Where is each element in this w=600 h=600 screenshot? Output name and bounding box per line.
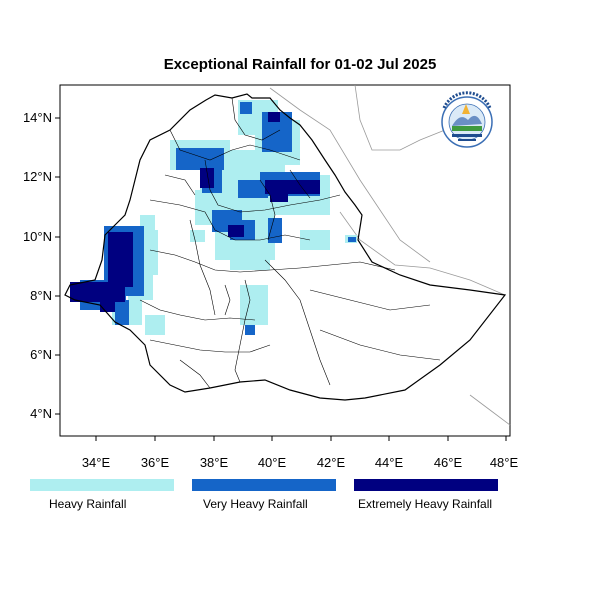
x-tick-label: 48°E [490,455,519,470]
x-tick-label: 34°E [82,455,111,470]
legend-heavy-rainfall-swatch [30,479,174,491]
y-tick-label: 8°N [30,288,52,303]
legend-very-heavy-rainfall-swatch [192,479,336,491]
legend-extremely-heavy-rainfall-swatch [354,479,498,491]
ethiopian-meteorology-institute-logo-icon [441,91,493,148]
extremely-heavy-rainfall-area [70,112,320,312]
y-tick-label: 14°N [23,110,52,125]
x-tick-label: 46°E [434,455,463,470]
legend-very-heavy-rainfall-label: Very Heavy Rainfall [203,497,308,511]
x-tick-label: 44°E [375,455,404,470]
legend-heavy-rainfall-label: Heavy Rainfall [49,497,127,511]
x-tick-label: 36°E [141,455,170,470]
x-tick-label: 38°E [200,455,229,470]
y-tick-label: 6°N [30,347,52,362]
y-tick-label: 10°N [23,229,52,244]
y-tick-label: 12°N [23,169,52,184]
axis-ticks [55,117,507,441]
rainfall-cells [70,100,357,335]
map-title: Exceptional Rainfall for 01-02 Jul 2025 [163,56,437,73]
y-tick-label: 4°N [30,406,52,421]
legend-extremely-heavy-rainfall-label: Extremely Heavy Rainfall [358,497,493,511]
region-borders [139,97,441,389]
x-tick-label: 40°E [258,455,287,470]
ethiopia-border [64,93,507,401]
x-tick-label: 42°E [317,455,346,470]
